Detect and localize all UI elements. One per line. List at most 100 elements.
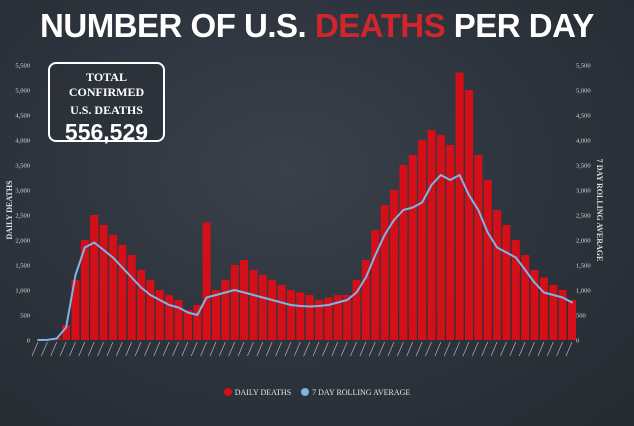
daily-deaths-bar [202,222,211,340]
daily-deaths-bar [183,310,192,340]
rolling-average-point [299,305,302,307]
rolling-average-point [271,299,274,301]
legend-average-dot [301,388,310,396]
rolling-average-point [177,306,180,309]
x-tick-mark [518,341,526,357]
daily-deaths-bar [287,290,295,340]
x-tick-mark [500,341,507,357]
x-tick-mark [59,341,67,357]
x-tick-mark [565,341,573,357]
daily-deaths-bar [380,205,389,340]
rolling-average-point [318,305,320,307]
rolling-average-point [37,339,39,341]
x-tick-mark [453,341,460,357]
rolling-average-point [439,174,442,176]
rolling-average-point [280,301,283,304]
daily-deaths-bar [324,297,333,340]
daily-deaths-bar [155,290,164,340]
daily-deaths-bar [483,180,492,340]
y-tick-right: 4,000 [576,138,591,145]
rolling-average-point [46,339,49,341]
legend-daily-dot [223,388,232,396]
daily-deaths-bar [90,215,99,340]
x-tick-mark [134,341,142,357]
rolling-average-point [374,254,377,256]
x-tick-mark [434,341,442,357]
daily-deaths-bar [446,145,455,340]
x-tick-mark [237,341,245,357]
x-tick-mark [472,341,479,357]
daily-deaths-bar [502,225,511,340]
daily-deaths-bar [268,280,277,340]
x-tick-mark [378,341,385,357]
x-tick-mark [490,341,498,357]
x-tick-mark [481,341,488,357]
legend-item-average: 7 DAY ROLLING AVERAGE [301,388,410,397]
rolling-average-point [215,294,217,296]
rolling-average-point [327,304,330,306]
rolling-average-point [168,304,171,306]
title-part3: PER DAY [445,7,595,44]
rolling-average-series [37,174,573,341]
x-tick-mark [181,341,189,357]
y-tick-right: 3,000 [576,188,591,195]
x-tick-mark [31,341,39,357]
rolling-average-point [355,291,358,294]
x-tick-mark [209,341,217,357]
x-tick-mark [144,341,151,357]
y-tick-left: 5,500 [15,63,30,70]
rolling-average-point [261,296,264,299]
x-tick-mark [190,341,198,357]
y-tick-right: 5,000 [576,88,591,95]
daily-deaths-bar [305,295,314,340]
x-tick-mark [247,341,254,357]
legend-daily-label: DAILY DEATHS [234,388,292,397]
x-tick-mark [331,341,339,357]
x-tick-mark [69,341,76,357]
rolling-average-point [468,194,470,196]
rolling-average-point [524,269,527,271]
y-tick-left: 3,500 [15,163,30,170]
y-axis-label-right: 7 DAY ROLLING AVERAGE [595,159,604,262]
rolling-average-point [102,249,105,251]
rolling-average-point [421,201,423,204]
daily-deaths-bar [399,165,408,340]
x-tick-mark [537,341,545,357]
daily-deaths-bar [539,277,548,340]
y-tick-left: 2,500 [15,213,30,220]
x-tick-mark [462,341,470,357]
total-label-line2: U.S. DEATHS [70,103,143,117]
y-axis-right: 0 500 1,000 1,500 2,000 2,500 3,000 3,500 4,000 4… [576,63,591,345]
daily-deaths-bar [390,190,398,340]
daily-deaths-bar [474,155,483,340]
x-tick-mark [78,341,86,357]
x-tick-mark [172,341,179,357]
rolling-average-point [205,296,208,299]
rolling-average-point [393,219,395,221]
rolling-average-point [449,179,452,181]
rolling-average-point [74,274,77,276]
daily-deaths-bar [193,305,202,340]
rolling-average-point [83,246,86,249]
y-tick-left: 1,000 [15,288,30,295]
rolling-average-point [402,209,405,211]
x-tick-mark [41,341,48,357]
y-tick-right: 3,500 [576,163,591,170]
x-tick-mark [219,341,226,357]
daily-deaths-bar [558,290,567,340]
y-tick-left: 1,500 [15,263,30,270]
x-tick-mark [322,341,329,357]
y-tick-right: 5,500 [576,63,591,70]
x-tick-mark [425,341,432,357]
legend-item-daily: DAILY DEATHS [223,388,292,397]
rolling-average-point [477,209,480,211]
x-tick-mark [162,341,170,357]
daily-deaths-bar [99,225,108,340]
x-tick-mark [303,341,310,357]
rolling-average-point [130,276,133,279]
x-tick-mark [125,341,132,357]
chart-title: NUMBER OF U.S. DEATHS PER DAY [0,6,634,46]
daily-deaths-bar [71,280,80,340]
daily-deaths-bar [80,240,89,340]
rolling-average-point [411,206,414,209]
